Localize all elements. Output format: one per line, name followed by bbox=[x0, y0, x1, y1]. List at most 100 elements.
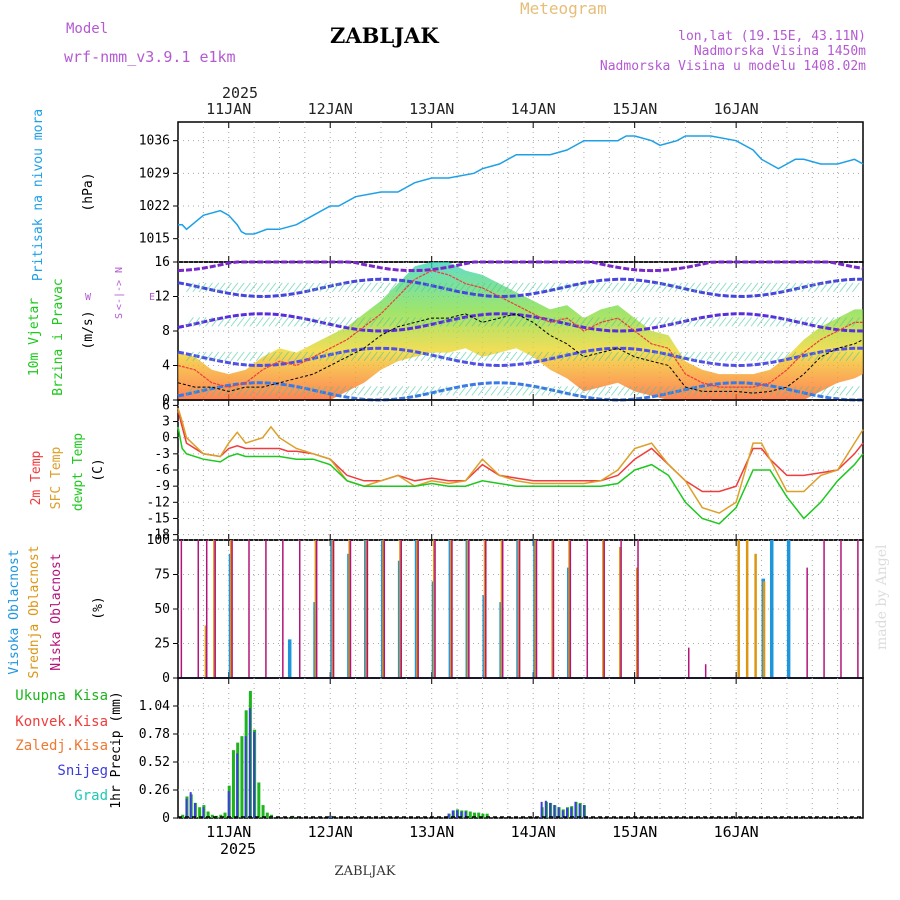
wind-barb bbox=[699, 351, 708, 362]
wind-barb bbox=[446, 386, 454, 396]
low-cloud-bar bbox=[468, 540, 470, 678]
wind-barb bbox=[522, 282, 531, 293]
wind-barb bbox=[427, 386, 435, 396]
wind-barb bbox=[262, 386, 270, 396]
wind-barb bbox=[750, 317, 759, 327]
wind-barb bbox=[268, 351, 277, 362]
wind-barb bbox=[300, 351, 309, 362]
panel-frame bbox=[177, 677, 864, 819]
wind-barb bbox=[376, 282, 385, 293]
wind-barb bbox=[458, 351, 467, 362]
wind-barb bbox=[579, 386, 588, 396]
wind-barb bbox=[484, 351, 492, 362]
wind-barb bbox=[712, 317, 721, 327]
low-cloud-bar bbox=[265, 540, 267, 678]
wind-barb bbox=[433, 386, 442, 396]
wind-barb bbox=[579, 351, 588, 362]
wind-barb bbox=[350, 317, 359, 327]
wind-barb bbox=[826, 351, 835, 362]
wind-barb bbox=[217, 282, 226, 293]
wind-barb bbox=[718, 351, 727, 362]
mid-cloud-bar bbox=[602, 540, 605, 678]
wind-barb bbox=[319, 282, 328, 293]
wind-barb bbox=[649, 386, 657, 396]
low-cloud-bar bbox=[806, 567, 808, 678]
wind-barb bbox=[312, 317, 321, 327]
snow-precip-bar bbox=[244, 736, 247, 818]
wind-barb bbox=[331, 282, 340, 293]
wind-barb bbox=[591, 282, 600, 293]
wind-barb bbox=[211, 317, 220, 327]
wind-barb bbox=[763, 351, 772, 362]
wind-barb bbox=[306, 317, 315, 327]
wind-barb bbox=[522, 386, 531, 396]
wind-barb bbox=[763, 386, 772, 396]
wind-barb bbox=[693, 351, 702, 362]
snow-precip-bar bbox=[456, 810, 459, 818]
wind-barb bbox=[293, 282, 302, 293]
low-cloud-bar bbox=[688, 647, 690, 678]
cloud-unit: (%) bbox=[91, 596, 106, 619]
wind-barb bbox=[205, 317, 213, 327]
meteogram-title: Meteogram bbox=[520, 0, 607, 18]
wind-barb bbox=[325, 351, 334, 362]
wind-barb bbox=[591, 351, 600, 362]
wind-barb bbox=[807, 317, 816, 327]
wind-barb bbox=[560, 351, 569, 362]
wind-barb bbox=[725, 351, 733, 362]
wind-barb bbox=[350, 282, 359, 293]
wind-barb bbox=[706, 317, 714, 327]
wind-barb bbox=[395, 386, 404, 396]
wind-barb bbox=[585, 351, 594, 362]
wind-barb bbox=[731, 317, 740, 327]
wind-barb bbox=[833, 351, 841, 362]
wind-barb bbox=[813, 386, 822, 396]
wind-barb bbox=[769, 317, 778, 327]
wind-barb bbox=[782, 317, 791, 327]
total-precip-bar bbox=[257, 782, 261, 818]
y-tick-label: 1015 bbox=[139, 232, 170, 247]
wind-barb bbox=[572, 386, 581, 396]
low-cloud-bar bbox=[214, 540, 216, 678]
wind-barb bbox=[541, 386, 550, 396]
low-cloud-bar bbox=[205, 540, 208, 678]
wind-barb bbox=[782, 282, 791, 293]
temp-ylabel-sfc: SFC Temp bbox=[49, 447, 64, 510]
wind-barb bbox=[300, 386, 309, 396]
wind-barb bbox=[255, 282, 264, 293]
low-cloud-bar bbox=[704, 664, 707, 678]
snow-precip-bar bbox=[447, 813, 450, 818]
wind-barb bbox=[813, 351, 822, 362]
y-tick-label: 12 bbox=[154, 290, 170, 305]
mid-cloud-bar bbox=[213, 540, 216, 678]
wind-barb bbox=[807, 282, 816, 293]
snow-precip-bar bbox=[561, 810, 564, 818]
wind-barb bbox=[833, 282, 841, 293]
wind-barb bbox=[579, 317, 588, 327]
snow-precip-bar bbox=[566, 808, 569, 818]
total-precip-bar bbox=[265, 812, 269, 818]
wind-barb bbox=[325, 317, 334, 327]
cloud-ylabel-high: Visoka Oblacnost bbox=[7, 549, 22, 674]
y-axis-labels: Pritisak na nivou mora (hPa) 10m Vjetar Brz… bbox=[7, 109, 155, 809]
low-cloud-bar bbox=[349, 540, 352, 678]
wind-barb bbox=[623, 282, 632, 293]
y-tick-label: 0.78 bbox=[139, 727, 170, 742]
wind-barb bbox=[775, 351, 784, 362]
wind-barb bbox=[401, 282, 410, 293]
wind-barb bbox=[458, 386, 467, 396]
wind-barb bbox=[547, 351, 556, 362]
y-tick-label: 1029 bbox=[139, 166, 170, 181]
wind-barb bbox=[604, 386, 613, 396]
wind-barb bbox=[325, 282, 334, 293]
mid-cloud-bar bbox=[762, 581, 766, 678]
wind-barb bbox=[433, 282, 442, 293]
bottom-day-label: 16JAN bbox=[714, 823, 759, 841]
direction-n: N bbox=[114, 267, 125, 273]
mid-cloud-bar bbox=[399, 540, 402, 678]
wind-barb bbox=[801, 317, 810, 327]
mid-cloud-bar bbox=[745, 540, 749, 678]
total-precip-bar bbox=[198, 807, 202, 818]
wind-barb bbox=[636, 351, 645, 362]
